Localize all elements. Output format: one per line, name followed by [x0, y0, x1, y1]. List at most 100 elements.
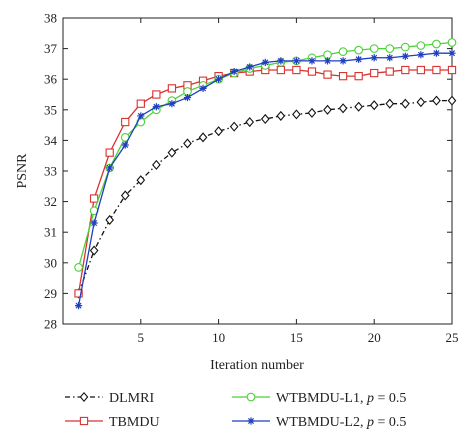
- legend-item: WTBMDU-L1, p = 0.5: [232, 391, 406, 406]
- marker-diamond: [416, 97, 426, 108]
- marker-diamond: [198, 132, 208, 143]
- marker-square: [121, 117, 130, 127]
- marker-square: [370, 68, 379, 78]
- marker-square: [167, 84, 177, 93]
- marker-star: [448, 49, 456, 57]
- x-tick-label: 20: [368, 330, 381, 345]
- marker-diamond: [447, 95, 457, 106]
- marker-star: [292, 57, 300, 65]
- marker-square: [323, 70, 332, 79]
- marker-star: [386, 54, 394, 62]
- legend-label-part: p: [366, 391, 374, 406]
- marker-star: [137, 112, 145, 120]
- marker-diamond: [354, 101, 363, 112]
- marker-diamond: [260, 113, 270, 125]
- marker-star: [247, 417, 255, 425]
- marker-square: [354, 71, 363, 81]
- marker-diamond: [400, 98, 410, 109]
- y-tick-label: 34: [44, 133, 58, 148]
- marker-square: [105, 148, 114, 157]
- series-1: [74, 65, 457, 298]
- marker-diamond: [79, 391, 89, 403]
- marker-diamond: [369, 100, 379, 111]
- marker-diamond: [432, 95, 441, 106]
- series-layer: [74, 38, 457, 310]
- marker-diamond: [136, 175, 146, 186]
- x-axis-title: Iteration number: [210, 358, 304, 373]
- x-tick-label: 10: [212, 330, 225, 345]
- marker-diamond: [229, 121, 239, 132]
- marker-diamond: [323, 104, 332, 115]
- marker-diamond: [245, 116, 255, 128]
- marker-star: [199, 84, 207, 92]
- marker-diamond: [183, 138, 192, 149]
- marker-square: [307, 67, 317, 76]
- legend-label-part: WTBMDU-L1,: [276, 391, 367, 406]
- legend-label: TBMDU: [109, 415, 160, 430]
- marker-diamond: [292, 109, 301, 120]
- marker-star: [355, 55, 363, 63]
- marker-diamond: [385, 98, 395, 109]
- marker-star: [432, 49, 441, 57]
- marker-star: [401, 52, 409, 60]
- y-tick-label: 29: [44, 286, 57, 301]
- marker-square: [432, 65, 441, 75]
- series-line: [77, 52, 452, 306]
- y-axis-title: PSNR: [15, 153, 30, 189]
- series-0: [74, 95, 457, 299]
- marker-square: [276, 65, 285, 75]
- marker-square: [74, 289, 83, 298]
- marker-square: [89, 194, 99, 203]
- plot-frame: [62, 17, 453, 325]
- marker-square: [79, 416, 89, 426]
- y-tick-label: 28: [44, 317, 57, 332]
- marker-star: [183, 93, 192, 102]
- marker-star: [246, 63, 254, 71]
- marker-square: [136, 99, 145, 108]
- marker-star: [121, 141, 129, 149]
- marker-diamond: [338, 103, 348, 114]
- legend-label: WTBMDU-L2, p = 0.5: [276, 415, 406, 430]
- marker-diamond: [167, 147, 177, 158]
- marker-star: [215, 75, 223, 83]
- series-line: [77, 41, 453, 268]
- legend-label-part: = 0.5: [374, 415, 406, 430]
- marker-star: [277, 57, 285, 65]
- series-3: [74, 49, 456, 310]
- series-line: [77, 99, 452, 294]
- marker-circle: [369, 44, 379, 53]
- marker-diamond: [307, 107, 317, 118]
- legend-label-part: = 0.5: [374, 391, 406, 406]
- y-tick-label: 37: [44, 41, 58, 56]
- axis-ticks: 28 29 30 31 32 33 34 35 36 37 38 5 10 15 20 25: [44, 11, 459, 346]
- marker-diamond: [89, 245, 99, 256]
- marker-square: [385, 67, 394, 76]
- legend-label-part: WTBMDU-L2,: [276, 415, 367, 430]
- marker-circle: [385, 44, 395, 53]
- marker-star: [230, 67, 238, 76]
- y-tick-label: 35: [44, 102, 57, 117]
- marker-circle: [338, 47, 348, 57]
- marker-circle: [354, 45, 363, 55]
- x-tick-label: 5: [138, 330, 145, 345]
- marker-circle: [74, 263, 83, 272]
- x-tick-label: 15: [290, 330, 303, 345]
- marker-star: [74, 302, 83, 310]
- marker-diamond: [214, 126, 223, 137]
- marker-star: [370, 54, 378, 62]
- marker-square: [416, 65, 426, 75]
- x-tick-label: 25: [446, 330, 459, 345]
- marker-star: [339, 57, 347, 65]
- y-tick-label: 32: [44, 194, 57, 209]
- marker-star: [308, 57, 316, 65]
- y-tick-label: 38: [44, 11, 57, 26]
- y-tick-label: 31: [44, 225, 57, 240]
- marker-circle: [416, 41, 426, 50]
- marker-star: [106, 164, 114, 172]
- marker-diamond: [152, 159, 161, 170]
- marker-circle: [400, 42, 410, 52]
- marker-diamond: [120, 190, 130, 201]
- marker-square: [338, 71, 348, 81]
- legend-label-part: p: [366, 415, 374, 430]
- marker-circle: [432, 39, 441, 49]
